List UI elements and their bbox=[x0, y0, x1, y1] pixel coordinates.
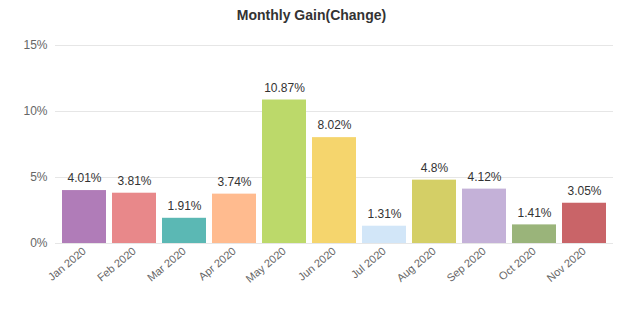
svg-text:3.05%: 3.05% bbox=[567, 184, 601, 198]
svg-text:4.01%: 4.01% bbox=[67, 171, 101, 185]
svg-text:10%: 10% bbox=[23, 104, 47, 118]
svg-text:8.02%: 8.02% bbox=[317, 118, 351, 132]
svg-text:Jul 2020: Jul 2020 bbox=[348, 245, 388, 281]
svg-text:Aug 2020: Aug 2020 bbox=[394, 245, 438, 284]
svg-text:1.31%: 1.31% bbox=[367, 207, 401, 221]
svg-text:Nov 2020: Nov 2020 bbox=[544, 245, 588, 284]
svg-text:May 2020: May 2020 bbox=[243, 245, 288, 285]
svg-text:Jun 2020: Jun 2020 bbox=[296, 245, 338, 283]
svg-text:Apr 2020: Apr 2020 bbox=[196, 245, 238, 283]
html-text:Monthly Gain(Change): Monthly Gain(Change) bbox=[236, 7, 387, 23]
svg-text:0%: 0% bbox=[30, 236, 48, 250]
svg-text:15%: 15% bbox=[23, 38, 47, 52]
svg-text:3.74%: 3.74% bbox=[217, 175, 251, 189]
svg-text:Jan 2020: Jan 2020 bbox=[46, 245, 88, 283]
svg-text:Oct 2020: Oct 2020 bbox=[496, 245, 538, 283]
svg-text:10.87%: 10.87% bbox=[264, 81, 305, 95]
svg-text:5%: 5% bbox=[30, 170, 48, 184]
svg-text:4.12%: 4.12% bbox=[467, 170, 501, 184]
svg-text:Mar 2020: Mar 2020 bbox=[145, 245, 188, 284]
svg-text:1.91%: 1.91% bbox=[167, 199, 201, 213]
svg-text:1.41%: 1.41% bbox=[517, 206, 551, 220]
svg-text:3.81%: 3.81% bbox=[117, 174, 151, 188]
svg-text:4.8%: 4.8% bbox=[421, 161, 449, 175]
svg-text:Feb 2020: Feb 2020 bbox=[95, 245, 138, 284]
svg-text:Sep 2020: Sep 2020 bbox=[444, 245, 488, 284]
